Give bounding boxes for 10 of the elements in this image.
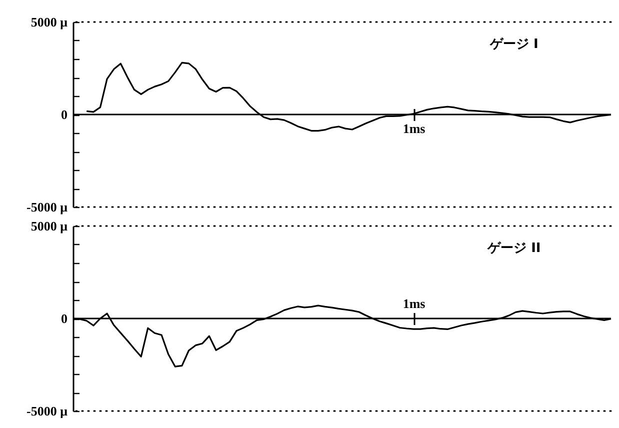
y-tick-label: 0	[61, 311, 68, 326]
y-tick-label: 0	[61, 107, 68, 122]
x-tick-label: 1ms	[402, 296, 426, 311]
annotation: ゲージ I	[488, 37, 538, 52]
y-tick-label: -5000 μ	[26, 404, 68, 418]
annotation: ゲージ II	[486, 241, 541, 256]
y-tick-label: -5000 μ	[26, 200, 68, 214]
y-tick-label: 5000 μ	[30, 14, 68, 30]
y-tick-label: 5000 μ	[30, 218, 68, 234]
x-tick-label: 1ms	[402, 121, 426, 136]
